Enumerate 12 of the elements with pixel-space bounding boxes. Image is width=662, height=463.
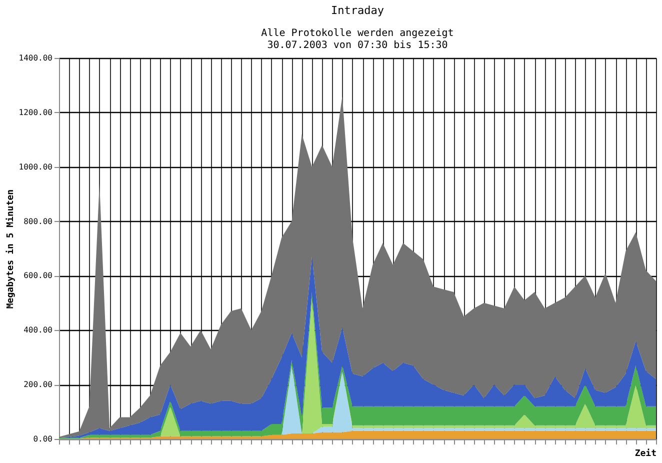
- y-tick-label: 200.00: [24, 380, 53, 390]
- y-tick-label: 800.00: [24, 216, 53, 226]
- x-axis-title: Zeit: [634, 448, 656, 459]
- y-axis-title: Megabytes in 5 Minuten: [4, 189, 16, 309]
- chart-title: Intraday: [331, 4, 384, 17]
- chart-subtitle: Alle Protokolle werden angezeigt 30.07.2003 von 07:30 bis 15:30: [261, 28, 454, 51]
- y-tick-label: 1200.00: [18, 108, 53, 117]
- y-tick-label: 600.00: [24, 271, 53, 280]
- y-tick-label: 1000.00: [18, 162, 53, 172]
- y-tick-label: 1400.00: [18, 54, 53, 62]
- y-tick-label: 0.00: [33, 434, 53, 444]
- y-tick-label: 400.00: [24, 326, 53, 335]
